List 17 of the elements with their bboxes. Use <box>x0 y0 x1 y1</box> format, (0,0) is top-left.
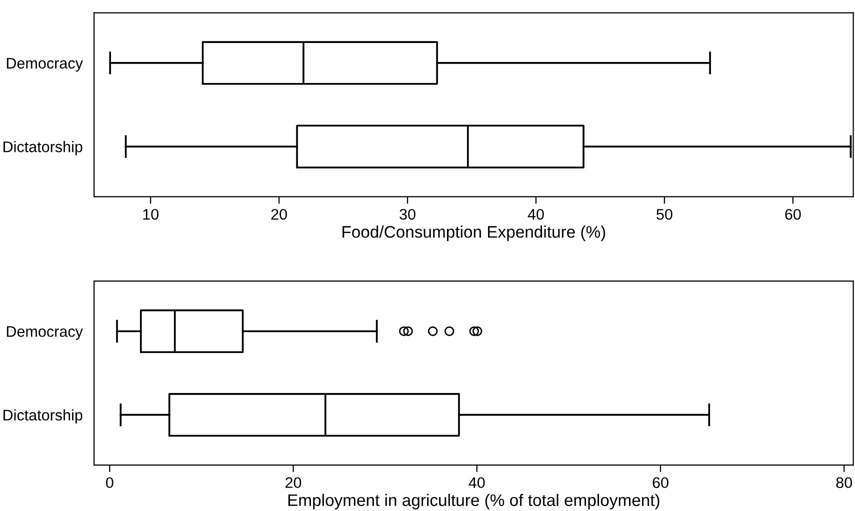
y-tick-label: Democracy <box>6 58 83 72</box>
x-tick-label: 60 <box>785 208 801 220</box>
x-tick-label: 60 <box>652 477 668 488</box>
x-tick-label: 10 <box>143 208 158 220</box>
x-tick-label: 40 <box>528 208 544 220</box>
y-tick-label: Dictatorship <box>4 141 82 156</box>
x-tick-label: 80 <box>836 477 852 488</box>
x-axis-title: Food/Consumption Expenditure (%) <box>342 226 606 242</box>
x-tick-label: 0 <box>106 477 114 488</box>
y-tick-label: Dictatorship <box>4 409 82 424</box>
x-tick-label: 30 <box>400 208 416 220</box>
x-tick-label: 20 <box>271 208 287 220</box>
x-axis-title: Employment in agriculture (% of total employment) <box>288 494 660 510</box>
x-tick-label: 20 <box>286 477 302 488</box>
x-tick-label: 40 <box>468 477 485 488</box>
y-tick-label: Democracy <box>6 326 83 340</box>
x-tick-label: 50 <box>656 208 672 220</box>
